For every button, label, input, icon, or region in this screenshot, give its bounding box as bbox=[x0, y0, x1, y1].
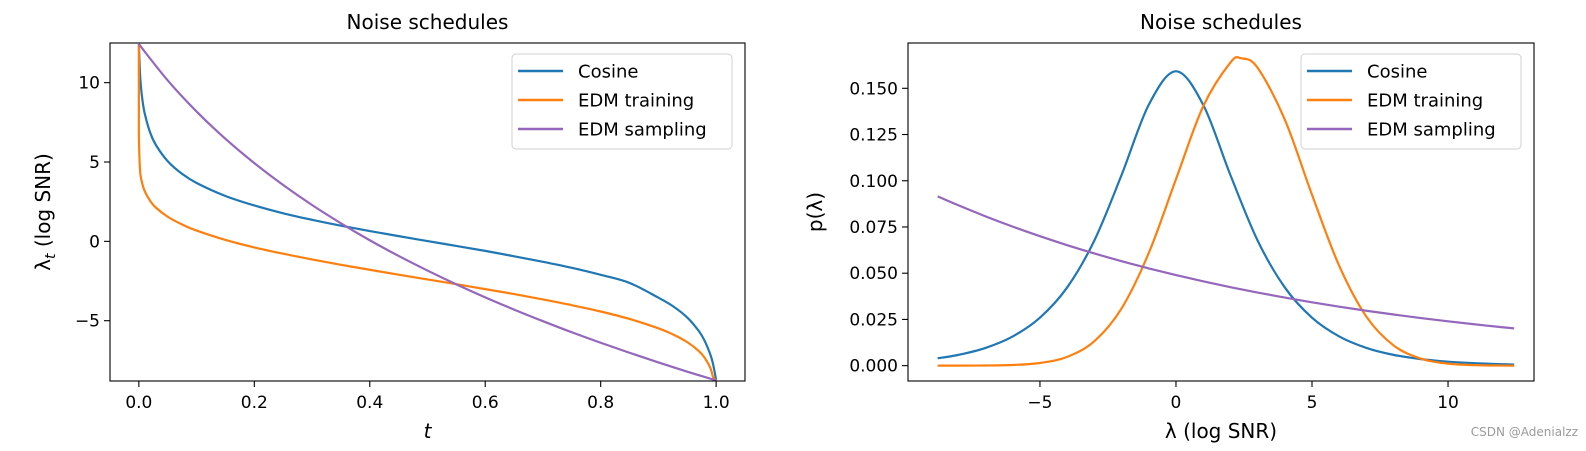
legend: Cosine EDM training EDM sampling bbox=[1300, 53, 1522, 150]
chart-1: 0.0 0.2 0.4 0.6 0.8 1.0 −5 0 5 10 Noise schedules t… bbox=[31, 10, 746, 443]
y-tick-label: 0.000 bbox=[849, 357, 898, 377]
legend-label: EDM training bbox=[578, 91, 694, 112]
series-line-cosine bbox=[137, 44, 718, 381]
y-tick-label: 5 bbox=[89, 153, 100, 173]
y-axis-label: p(λ) bbox=[803, 192, 827, 232]
x-tick-label: 0.0 bbox=[125, 393, 152, 413]
axes-frame bbox=[907, 42, 1535, 382]
legend-label: EDM sampling bbox=[1367, 120, 1496, 141]
legend-box bbox=[511, 53, 733, 150]
x-tick-label: 1.0 bbox=[703, 393, 730, 413]
x-tick-label: 0.2 bbox=[241, 393, 268, 413]
legend-label: Cosine bbox=[578, 62, 638, 83]
x-tick-label: 0 bbox=[1171, 393, 1182, 413]
legend-label: EDM sampling bbox=[578, 120, 707, 141]
watermark: CSDN @Adenialzz bbox=[1470, 425, 1578, 439]
x-axis-label: t bbox=[424, 419, 433, 443]
y-tick-label: 0.075 bbox=[849, 218, 898, 238]
y-tick-label: −5 bbox=[75, 312, 100, 332]
axes-frame bbox=[109, 42, 746, 382]
chart-title: Noise schedules bbox=[347, 10, 509, 34]
chart-title: Noise schedules bbox=[1140, 10, 1302, 34]
legend: Cosine EDM training EDM sampling bbox=[511, 53, 733, 150]
y-tick-label: 0.125 bbox=[849, 126, 898, 146]
y-tick-label: 0.100 bbox=[849, 172, 898, 192]
legend-box bbox=[1300, 53, 1522, 150]
legend-label: Cosine bbox=[1367, 62, 1427, 83]
x-tick-label: 5 bbox=[1307, 393, 1318, 413]
x-tick-label: 0.4 bbox=[356, 393, 383, 413]
x-tick-label: −5 bbox=[1027, 393, 1052, 413]
series-line-edm-training bbox=[137, 44, 717, 381]
x-tick-label: 0.8 bbox=[587, 393, 614, 413]
series-line-edm-training bbox=[937, 55, 1515, 367]
y-axis-label: λt (log SNR) bbox=[31, 153, 59, 271]
chart-2: −5 0 5 10 0.000 0.025 0.050 0.075 0.100 0.125 0.15… bbox=[803, 10, 1535, 443]
y-tick-label: 0.050 bbox=[849, 264, 898, 284]
y-tick-label: 0 bbox=[89, 232, 100, 252]
y-tick-label: 0.150 bbox=[849, 79, 898, 99]
series-line-edm-sampling bbox=[137, 43, 717, 381]
x-tick-label: 0.6 bbox=[472, 393, 499, 413]
y-tick-label: 0.025 bbox=[849, 310, 898, 330]
plot-area bbox=[137, 43, 718, 381]
x-tick-label: 10 bbox=[1437, 393, 1459, 413]
y-tick-label: 10 bbox=[78, 74, 100, 94]
x-axis-label: λ (log SNR) bbox=[1165, 419, 1277, 443]
legend-label: EDM training bbox=[1367, 91, 1483, 112]
series-line-edm-sampling bbox=[937, 195, 1515, 330]
plot-area bbox=[937, 55, 1515, 367]
